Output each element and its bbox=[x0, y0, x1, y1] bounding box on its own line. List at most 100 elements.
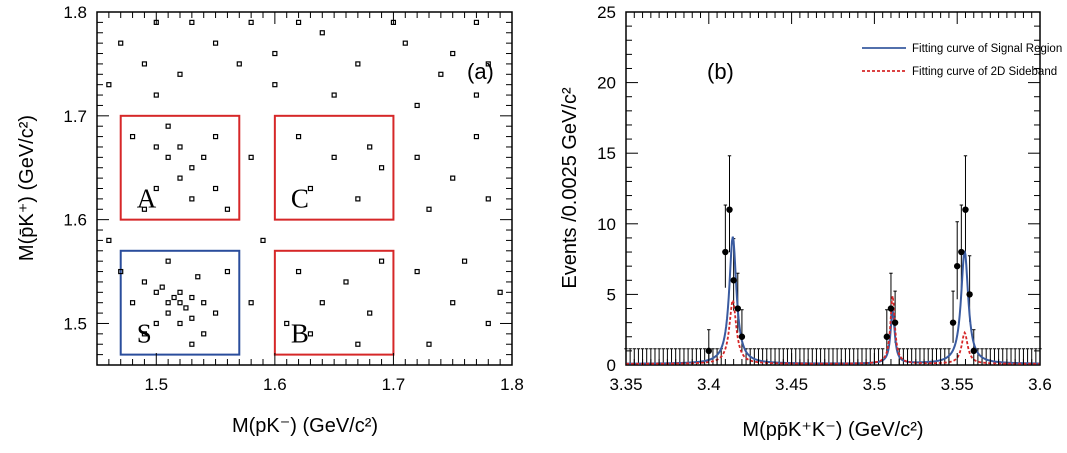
scatter-point bbox=[260, 237, 266, 244]
scatter-point bbox=[129, 133, 136, 140]
region-c-box bbox=[273, 114, 395, 221]
scatter-point bbox=[426, 206, 432, 212]
scatter-point bbox=[355, 61, 361, 67]
region-b-label: B bbox=[291, 319, 309, 349]
data-point bbox=[738, 333, 746, 340]
scatter-point bbox=[189, 294, 195, 301]
scatter-point bbox=[331, 92, 337, 98]
region-s-box bbox=[119, 249, 241, 356]
scatter-point bbox=[485, 320, 491, 327]
scatter-point bbox=[473, 133, 480, 140]
y-axis-label: M(p̄K⁺) (GeV/c²) bbox=[16, 115, 38, 261]
scatter-point bbox=[414, 154, 420, 160]
y-tick-label: 15 bbox=[597, 144, 616, 163]
scatter-point bbox=[212, 310, 219, 316]
data-point bbox=[954, 262, 961, 270]
scatter-point bbox=[450, 300, 456, 306]
scatter-point bbox=[153, 144, 159, 150]
x-tick-label: 3.6 bbox=[1028, 375, 1052, 394]
scatter-point bbox=[201, 331, 207, 337]
scatter-point bbox=[195, 274, 201, 280]
legend-entry-label: Fitting curve of 2D Sideband bbox=[912, 66, 1057, 78]
scatter-point bbox=[118, 268, 124, 275]
scatter-point bbox=[367, 310, 373, 316]
scatter-point bbox=[177, 144, 183, 150]
scatter-point bbox=[355, 196, 361, 202]
panel-tag: (b) bbox=[707, 59, 734, 84]
region-a-box bbox=[119, 114, 241, 221]
scatter-point bbox=[153, 92, 159, 98]
scatter-point bbox=[153, 185, 159, 192]
legend-entry-label: Fitting curve of Signal Region bbox=[912, 43, 1062, 55]
x-axis-label: M(pp̄K⁺K⁻) (GeV/c²) bbox=[742, 419, 923, 441]
scatter-point bbox=[307, 331, 314, 337]
scatter-point bbox=[295, 133, 302, 140]
scatter-point bbox=[224, 206, 231, 212]
scatter-point bbox=[295, 19, 302, 25]
scatter-point bbox=[461, 258, 468, 264]
scatter-point bbox=[450, 50, 456, 57]
y-tick-label: 1.7 bbox=[63, 107, 87, 126]
y-tick-label: 5 bbox=[607, 285, 616, 304]
scatter-point bbox=[402, 40, 408, 46]
region-b-box bbox=[273, 249, 395, 356]
x-tick-label: 3.45 bbox=[775, 375, 808, 394]
region-s-label: S bbox=[137, 319, 152, 349]
data-point bbox=[966, 291, 973, 298]
scatter-point bbox=[201, 154, 207, 160]
scatter-point bbox=[106, 82, 112, 88]
scatter-point bbox=[485, 61, 491, 67]
y-tick-label: 1.8 bbox=[63, 3, 87, 22]
scatter-point bbox=[248, 154, 254, 160]
scatter-point bbox=[450, 175, 456, 181]
mass-spectrum-panel: 3.35 3.4 3.45 3.5 3.55 3.6 0 5 10 15 20 25 Fitting … bbox=[559, 3, 1062, 441]
scatter-point bbox=[165, 300, 171, 306]
scatter-point bbox=[165, 310, 171, 316]
scatter-point bbox=[426, 341, 432, 347]
data-point bbox=[730, 277, 737, 284]
scatter-point bbox=[141, 61, 148, 67]
scatter-point bbox=[189, 341, 195, 347]
scatter-point bbox=[153, 289, 159, 295]
scatter-point bbox=[367, 144, 373, 150]
region-c-label: C bbox=[291, 184, 309, 214]
x-tick-label: 3.55 bbox=[941, 375, 974, 394]
y-tick-label: 25 bbox=[597, 3, 616, 22]
scatter-point bbox=[378, 258, 385, 264]
data-point bbox=[883, 333, 891, 340]
data-point bbox=[705, 347, 712, 355]
data-point bbox=[734, 305, 741, 312]
data-point bbox=[722, 248, 729, 256]
scatter-point bbox=[189, 315, 195, 321]
scatter-point bbox=[212, 40, 219, 46]
scatter-point bbox=[212, 133, 219, 140]
y-tick-label: 20 bbox=[597, 74, 616, 93]
scatter-point bbox=[177, 320, 183, 327]
scatter-point bbox=[189, 196, 195, 202]
scatter-point bbox=[414, 102, 420, 109]
scatter-point bbox=[129, 300, 136, 306]
scatter-point bbox=[272, 50, 278, 57]
x-tick-label: 1.7 bbox=[382, 375, 406, 394]
panel-tag: (a) bbox=[467, 59, 494, 84]
scatter-point bbox=[212, 185, 219, 192]
scatter-point bbox=[295, 268, 302, 275]
legend: Fitting curve of Signal Region Fitting cu… bbox=[862, 43, 1062, 78]
scatter-point bbox=[248, 300, 254, 306]
scatter-point bbox=[248, 19, 254, 25]
scatter-point bbox=[201, 300, 207, 306]
spectrum-plot-frame bbox=[625, 11, 1041, 366]
y-tick-label: 1.6 bbox=[63, 211, 87, 230]
x-tick-label: 3.5 bbox=[863, 375, 887, 394]
scatter-point bbox=[177, 289, 183, 295]
scatter-point bbox=[319, 300, 325, 306]
scatter-point bbox=[343, 279, 349, 285]
data-point bbox=[887, 305, 895, 312]
data-point bbox=[726, 206, 733, 213]
scatter-point bbox=[438, 71, 444, 77]
scatter-point bbox=[177, 71, 183, 77]
data-point bbox=[958, 248, 965, 256]
scatter-point bbox=[331, 154, 337, 160]
scatter-point bbox=[171, 294, 177, 301]
y-tick-label: 0 bbox=[607, 356, 616, 375]
